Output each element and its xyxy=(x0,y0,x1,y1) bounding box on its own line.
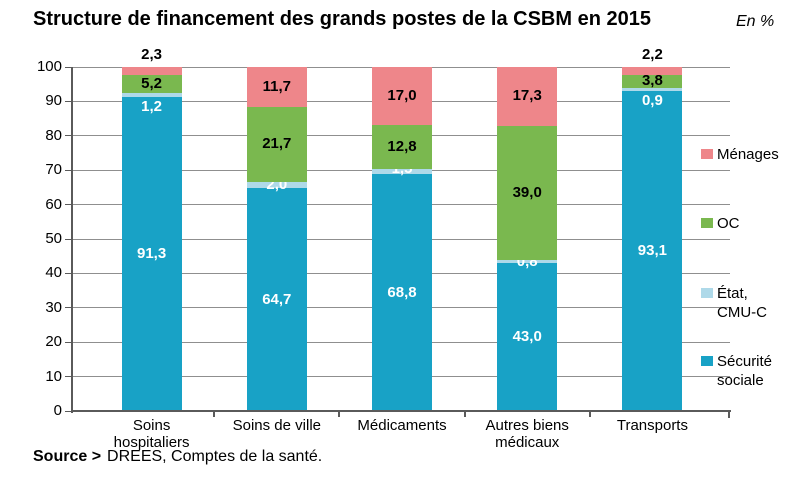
x-axis-category-label: Médicaments xyxy=(357,417,447,434)
bar-segment xyxy=(121,92,182,97)
y-axis-line xyxy=(71,67,73,413)
bar-segment xyxy=(372,125,432,170)
bar-segment xyxy=(497,260,558,264)
bar-segment xyxy=(372,174,432,411)
bar-slot: 91,3 1,2 5,2 2,3 xyxy=(89,46,214,411)
y-axis-tick-label: 60 xyxy=(45,195,62,213)
x-axis-category-label: Autres biens médicaux xyxy=(485,417,569,451)
y-axis-tick-label: 30 xyxy=(45,298,62,316)
bar-segment xyxy=(622,87,683,91)
source-note: Source > DREES, Comptes de la santé. xyxy=(33,448,322,466)
x-axis-tick xyxy=(338,411,341,417)
y-axis-tick xyxy=(65,238,72,240)
legend: Ménages OC État, CMU-C Sécurité sociale xyxy=(701,0,800,487)
x-axis-category-label: Soins de ville xyxy=(232,417,321,434)
stacked-bar: 68,81,512,817,0 xyxy=(372,66,432,411)
y-axis-tick-label: 70 xyxy=(45,161,62,179)
bar-slot: 64,7 2,0 21,7 11,7 xyxy=(214,66,339,411)
bar-segment xyxy=(372,169,432,175)
bar-segment xyxy=(497,126,558,261)
y-axis-tick xyxy=(65,341,72,343)
y-axis-tick-label: 40 xyxy=(45,264,62,282)
bars-layer: 91,31,25,22,3 64,72,021,711,7 68,81,512,81… xyxy=(89,46,715,411)
y-axis-tick-label: 50 xyxy=(45,230,62,247)
bar-slot: 43,0 0,8 39,0 17,3 xyxy=(465,66,590,411)
bar-segment xyxy=(622,90,683,411)
x-axis-end-tick xyxy=(728,410,730,418)
bar-segment xyxy=(246,106,307,182)
legend-item: État, CMU-C xyxy=(701,284,767,322)
legend-label: État, CMU-C xyxy=(717,285,767,321)
bar-segment xyxy=(121,67,182,75)
stacked-bar: 91,3 1,2 5,2 2,3 xyxy=(121,46,182,411)
legend-swatch xyxy=(701,356,713,366)
legend-label: Sécurité sociale xyxy=(717,353,773,389)
x-axis-category-label: Transports xyxy=(616,417,688,434)
chart-title: Structure de financement des grands post… xyxy=(33,8,651,30)
bar-segment xyxy=(121,96,182,411)
y-axis-tick-label: 0 xyxy=(53,402,62,419)
bar-slot: 68,81,512,817,0 xyxy=(339,66,464,411)
y-axis-tick xyxy=(65,204,72,206)
y-axis-tick-label: 100 xyxy=(36,58,62,75)
y-axis-tick xyxy=(65,100,72,102)
stacked-bar: 93,1 0,9 3,8 2,2 xyxy=(622,46,683,411)
source-text: DREES, Comptes de la santé. xyxy=(107,448,323,465)
legend-item: Ménages xyxy=(701,145,779,164)
bar-slot: 93,1 0,9 3,8 2,2 xyxy=(590,46,715,411)
legend-label: Ménages xyxy=(717,146,779,163)
x-axis-labels: Soins hospitaliers Soins de ville Médicame… xyxy=(89,417,715,451)
bar-segment xyxy=(622,67,683,75)
stacked-bar: 64,7 2,0 21,7 11,7 xyxy=(246,66,307,411)
source-prefix: Source > xyxy=(33,448,102,465)
y-axis-tick xyxy=(65,66,72,68)
bar-segment xyxy=(622,74,683,88)
y-axis-tick-label: 20 xyxy=(45,333,62,351)
legend-label: OC xyxy=(717,215,740,232)
unit-label: En % xyxy=(736,13,775,30)
stacked-bar: 43,0 0,8 39,0 17,3 xyxy=(497,66,558,411)
legend-item: OC xyxy=(701,214,740,233)
legend-swatch xyxy=(701,149,713,159)
bar-segment xyxy=(497,263,558,411)
legend-swatch xyxy=(701,218,713,228)
x-axis-tick xyxy=(588,411,591,417)
plot-area: 91,31,25,22,3 64,72,021,711,7 68,81,512,81… xyxy=(37,46,731,419)
bar-segment xyxy=(246,181,307,189)
value-label: 2,2 xyxy=(641,46,663,63)
x-axis-category-label: Soins hospitaliers xyxy=(113,417,190,451)
bar-segment xyxy=(497,66,558,127)
bar-segment xyxy=(372,66,432,126)
bar-segment xyxy=(246,66,307,107)
y-axis-tick-label: 90 xyxy=(45,92,62,110)
bar-segment xyxy=(121,74,182,93)
legend-swatch xyxy=(701,288,713,298)
x-axis-line xyxy=(71,410,731,412)
y-axis-tick xyxy=(65,135,72,137)
x-axis-tick xyxy=(463,411,466,417)
y-axis-tick-label: 80 xyxy=(45,126,62,144)
y-axis-tick xyxy=(65,272,72,274)
y-axis-tick xyxy=(65,376,72,378)
y-axis-tick xyxy=(65,307,72,309)
y-axis-tick xyxy=(65,410,72,412)
value-label: 2,3 xyxy=(141,46,163,63)
bar-segment xyxy=(246,188,307,411)
x-axis-tick xyxy=(213,411,216,417)
y-axis-tick xyxy=(65,169,72,171)
y-axis-tick-label: 10 xyxy=(45,367,62,385)
legend-item: Sécurité sociale xyxy=(701,352,772,390)
